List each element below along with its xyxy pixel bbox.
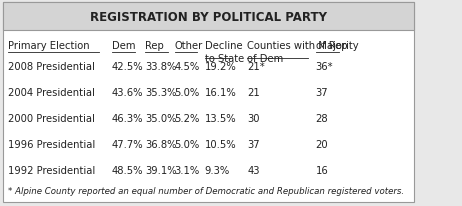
Text: 5.0%: 5.0%: [175, 139, 200, 149]
Text: * Alpine County reported an equal number of Democratic and Republican registered: * Alpine County reported an equal number…: [7, 186, 404, 195]
Text: 2000 Presidential: 2000 Presidential: [7, 114, 94, 123]
Text: 5.2%: 5.2%: [175, 114, 200, 123]
Text: Primary Election: Primary Election: [7, 41, 89, 51]
Text: Rep: Rep: [145, 41, 164, 51]
Text: 9.3%: 9.3%: [205, 165, 230, 175]
Text: 3.1%: 3.1%: [175, 165, 200, 175]
Text: Decline
to State: Decline to State: [205, 41, 244, 63]
Text: 33.8%: 33.8%: [145, 62, 176, 72]
Text: 1992 Presidential: 1992 Presidential: [7, 165, 95, 175]
Text: 4.5%: 4.5%: [175, 62, 200, 72]
Text: Counties with Majority
of Dem: Counties with Majority of Dem: [247, 41, 359, 63]
Text: 37: 37: [316, 88, 328, 98]
Text: 20: 20: [316, 139, 328, 149]
Text: 21*: 21*: [247, 62, 265, 72]
Text: 36*: 36*: [316, 62, 333, 72]
Text: 35.0%: 35.0%: [145, 114, 177, 123]
Text: 46.3%: 46.3%: [112, 114, 143, 123]
Text: 5.0%: 5.0%: [175, 88, 200, 98]
Text: 13.5%: 13.5%: [205, 114, 236, 123]
Text: 1996 Presidential: 1996 Presidential: [7, 139, 95, 149]
Text: 2008 Presidential: 2008 Presidential: [7, 62, 94, 72]
Text: Other: Other: [175, 41, 203, 51]
Text: 37: 37: [247, 139, 260, 149]
Text: 39.1%: 39.1%: [145, 165, 177, 175]
Text: REGISTRATION BY POLITICAL PARTY: REGISTRATION BY POLITICAL PARTY: [90, 11, 327, 23]
Text: 30: 30: [247, 114, 260, 123]
Text: 42.5%: 42.5%: [112, 62, 144, 72]
Text: 2004 Presidential: 2004 Presidential: [7, 88, 94, 98]
Text: 35.3%: 35.3%: [145, 88, 177, 98]
Text: 10.5%: 10.5%: [205, 139, 236, 149]
Text: 43.6%: 43.6%: [112, 88, 143, 98]
Text: 21: 21: [247, 88, 260, 98]
Text: 36.8%: 36.8%: [145, 139, 177, 149]
Bar: [3, 3, 414, 31]
Text: of Rep: of Rep: [316, 41, 347, 51]
Text: 19.2%: 19.2%: [205, 62, 237, 72]
Text: Dem: Dem: [112, 41, 135, 51]
Text: 16.1%: 16.1%: [205, 88, 237, 98]
Text: 48.5%: 48.5%: [112, 165, 143, 175]
Text: 47.7%: 47.7%: [112, 139, 144, 149]
Text: 16: 16: [316, 165, 328, 175]
Text: 28: 28: [316, 114, 328, 123]
Text: 43: 43: [247, 165, 260, 175]
